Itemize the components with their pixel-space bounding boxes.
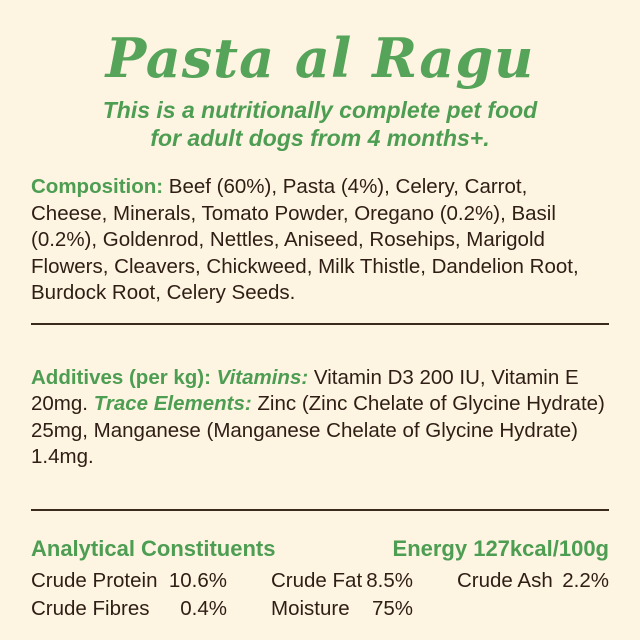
product-subtitle: This is a nutritionally complete pet foo…	[31, 96, 609, 152]
vitamins-label: Vitamins:	[216, 365, 309, 389]
table-row: Crude Protein 10.6%	[31, 567, 227, 594]
analytical-heading: Analytical Constituents	[31, 535, 276, 561]
product-title: Pasta al Ragu	[105, 26, 535, 90]
constituent-label: Crude Fibres	[31, 596, 150, 620]
composition-text: Beef (60%), Pasta (4%), Celery, Carrot, …	[31, 175, 579, 304]
table-row: Crude Fibres 0.4%	[31, 595, 227, 622]
constituent-label: Crude Ash	[457, 568, 553, 592]
constituent-value: 75%	[371, 596, 413, 620]
divider-line	[31, 508, 609, 511]
composition-heading: Composition:	[31, 175, 164, 198]
table-row: Crude Fat 8.5%	[271, 567, 413, 594]
additives-heading: Additives (per kg):	[31, 365, 211, 389]
subtitle-line-2: for adult dogs from 4 months+.	[150, 125, 490, 151]
subtitle-line-1: This is a nutritionally complete pet foo…	[102, 97, 538, 123]
constituent-value: 10.6%	[168, 568, 227, 592]
analytical-header: Analytical Constituents Energy 127kcal/1…	[31, 535, 609, 563]
table-row-empty	[457, 595, 609, 622]
constituent-label: Crude Protein	[31, 568, 158, 592]
divider-line	[31, 322, 609, 325]
constituent-value: 0.4%	[180, 596, 227, 620]
composition-paragraph: Composition: Beef (60%), Pasta (4%), Cel…	[31, 174, 609, 307]
trace-elements-text: Zinc (Zinc Chelate of Glycine Hydrate) 2…	[31, 392, 605, 468]
constituent-value: 2.2%	[562, 568, 609, 592]
table-row: Crude Ash 2.2%	[457, 567, 609, 594]
constituent-label: Moisture	[271, 596, 350, 620]
constituents-table: Crude Protein 10.6% Crude Fat 8.5% Crude…	[31, 567, 609, 622]
additives-paragraph: Additives (per kg): Vitamins: Vitamin D3…	[31, 365, 609, 471]
table-row: Moisture 75%	[271, 595, 413, 622]
vitamins-text: Vitamin D3 200 IU, Vitamin E 20mg.	[31, 365, 579, 416]
energy-value: Energy 127kcal/100g	[392, 535, 609, 561]
trace-elements-label: Trace Elements:	[93, 392, 252, 415]
constituent-label: Crude Fat	[271, 568, 363, 592]
constituent-value: 8.5%	[366, 568, 413, 592]
